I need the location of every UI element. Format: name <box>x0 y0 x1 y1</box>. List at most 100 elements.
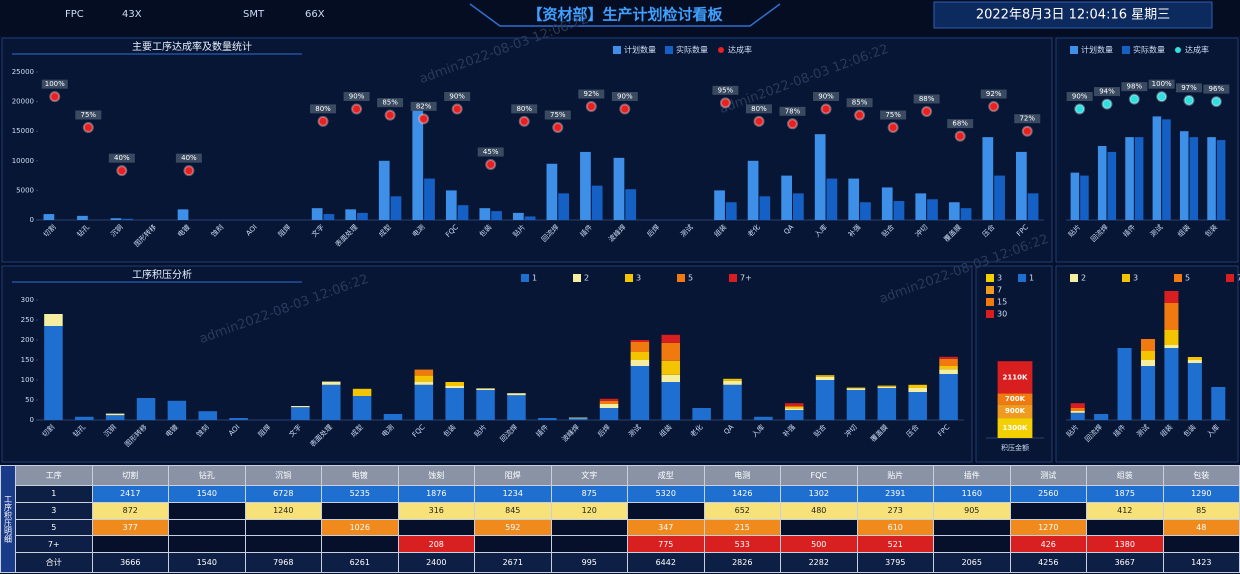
legend-label: 计划数量 <box>1081 45 1113 55</box>
bar <box>546 163 558 220</box>
table-cell: 2560 <box>1009 485 1087 503</box>
column-header: 沉铜 <box>244 464 322 487</box>
rate-point <box>820 103 832 115</box>
bar-segment <box>291 406 310 408</box>
bar-segment <box>846 390 866 420</box>
bar-segment <box>754 416 773 420</box>
table-cell <box>91 535 169 553</box>
y-tick-label: 25000 <box>12 68 34 76</box>
bar-segment <box>1070 412 1085 420</box>
bar <box>927 199 938 220</box>
legend-swatch <box>1122 46 1130 54</box>
bar-segment <box>1164 345 1179 348</box>
row-label: 3 <box>15 501 93 520</box>
bar-segment <box>723 380 742 385</box>
bar-segment <box>908 388 927 392</box>
rate-point <box>1210 96 1222 108</box>
tab[interactable]: SMT <box>243 9 265 20</box>
bar <box>1162 119 1171 220</box>
bar-segment <box>784 408 804 410</box>
bar-segment <box>1070 408 1085 411</box>
rate-label: 45% <box>483 148 499 156</box>
tab[interactable]: 43X <box>122 9 142 20</box>
legend-swatch <box>1018 274 1026 282</box>
rate-label-bg <box>343 92 370 101</box>
rate-point <box>988 101 1000 113</box>
datetime: 2022年8月3日 12:04:16 星期三 <box>976 8 1170 23</box>
bar <box>960 208 972 220</box>
table-cell: 521 <box>856 535 934 553</box>
legend-swatch <box>1226 274 1234 282</box>
bar-segment <box>321 384 341 420</box>
rate-point <box>1074 103 1086 115</box>
tab[interactable]: 66X <box>305 9 325 20</box>
table-cell <box>321 535 399 553</box>
table-cell: 2400 <box>397 551 475 574</box>
bar <box>625 189 637 220</box>
bar-segment <box>1164 330 1179 345</box>
bar-segment <box>630 360 650 366</box>
rate-point <box>485 159 497 170</box>
bar-segment <box>661 342 681 361</box>
bar <box>479 208 491 220</box>
legend-swatch <box>613 46 621 54</box>
rate-point <box>116 165 128 177</box>
table-cell: 872 <box>91 501 169 520</box>
rate-label: 80% <box>516 105 532 113</box>
chart-title: 工序积压分析 <box>132 268 192 281</box>
rate-label: 75% <box>885 111 901 119</box>
bar-segment <box>445 388 464 420</box>
rate-label-bg <box>175 153 202 163</box>
rate-point <box>1183 94 1195 106</box>
rate-label: 78% <box>785 107 801 115</box>
bar <box>1080 175 1089 220</box>
bar-segment <box>723 378 742 381</box>
y-tick-label: 50 <box>25 396 34 404</box>
segment-label: 900K <box>1005 407 1026 415</box>
rate-label: 90% <box>617 93 633 101</box>
rate-point <box>585 101 597 113</box>
table-cell: 215 <box>703 518 781 537</box>
bar <box>725 202 737 220</box>
table-cell: 1270 <box>1009 518 1087 537</box>
x-tick-label: 积压金额 <box>1001 443 1029 452</box>
bar-segment <box>568 418 588 420</box>
bar-segment <box>538 418 557 420</box>
bar <box>1015 151 1027 220</box>
rate-point <box>1128 93 1140 105</box>
column-header: 插件 <box>933 464 1011 487</box>
bar-segment <box>692 408 711 420</box>
bar-segment <box>908 392 927 420</box>
table-cell: 1876 <box>397 485 475 503</box>
column-header: 成型 <box>627 464 705 487</box>
table-cell <box>550 518 628 537</box>
rate-point <box>552 122 564 133</box>
rate-label-bg <box>846 98 873 108</box>
bar-segment <box>352 396 372 420</box>
legend-label: 实际数量 <box>1133 45 1165 55</box>
y-tick-label: 250 <box>21 316 34 324</box>
rate-point <box>1021 125 1033 137</box>
bar <box>580 151 591 220</box>
bar-segment <box>939 366 958 370</box>
bar <box>491 211 502 220</box>
table-cell: 377 <box>91 518 169 537</box>
rate-label: 92% <box>986 90 1002 98</box>
bar <box>77 215 88 220</box>
table-cell <box>1009 501 1087 520</box>
bar-segment <box>383 414 403 420</box>
bar-segment <box>1140 360 1156 366</box>
bar-segment <box>661 374 681 382</box>
table-cell: 2417 <box>91 485 169 503</box>
rate-label: 80% <box>315 105 331 113</box>
table-cell: 775 <box>627 535 705 553</box>
legend-label: 1 <box>532 274 537 283</box>
legend-label: 3 <box>997 274 1002 283</box>
rate-label-bg <box>108 153 135 163</box>
table-cell: 875 <box>550 485 628 503</box>
tab[interactable]: FPC <box>65 9 84 20</box>
table-cell: 1380 <box>1086 535 1164 553</box>
table-cell: 1290 <box>1162 485 1240 503</box>
bar-segment <box>105 415 125 420</box>
bar <box>378 160 390 220</box>
